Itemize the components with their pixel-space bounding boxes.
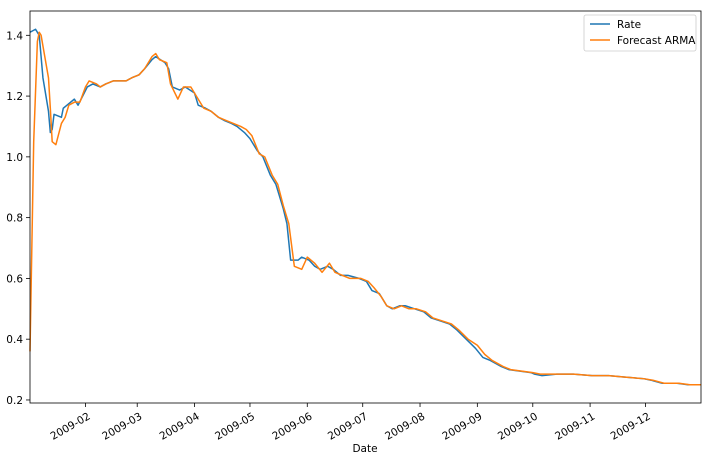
x-tick-label: 2009-10 [496,410,540,442]
x-tick-label: 2009-05 [213,410,257,442]
x-tick-label: 2009-07 [326,410,370,442]
plot-frame [29,10,702,404]
series-layer [29,28,701,386]
series-line-forecast-arma [29,31,701,386]
x-tick-label: 2009-08 [383,410,427,442]
legend-label-forecast-arma: Forecast ARMA [617,35,696,47]
y-tick-label: 0.8 [6,213,23,225]
y-tick-label: 0.4 [6,334,23,346]
plot-background [30,11,701,403]
x-tick-label: 2009-03 [100,410,144,442]
y-tick-label: 0.2 [6,395,23,407]
y-axis-ticks: 0.2 0.4 0.6 0.8 1.0 1.2 1.4 [6,30,30,407]
legend-box [583,14,697,52]
x-tick-label: 2009-02 [49,410,93,442]
x-tick-label: 2009-12 [609,410,653,442]
x-axis-title: Date [352,443,377,455]
x-axis-ticks: 2009-02 2009-03 2009-04 2009-05 2009-06 2009-… [49,403,653,443]
y-tick-label: 1.2 [6,91,23,103]
x-tick-label: 2009-11 [553,410,597,442]
y-tick-label: 1.4 [6,30,23,42]
legend: Rate Forecast ARMA [583,14,697,52]
x-tick-label: 2009-06 [270,410,314,442]
legend-label-rate: Rate [617,19,641,31]
y-tick-label: 0.6 [6,273,23,285]
x-tick-label: 2009-04 [158,410,202,442]
y-tick-label: 1.0 [6,152,23,164]
x-tick-label: 2009-09 [440,410,484,442]
